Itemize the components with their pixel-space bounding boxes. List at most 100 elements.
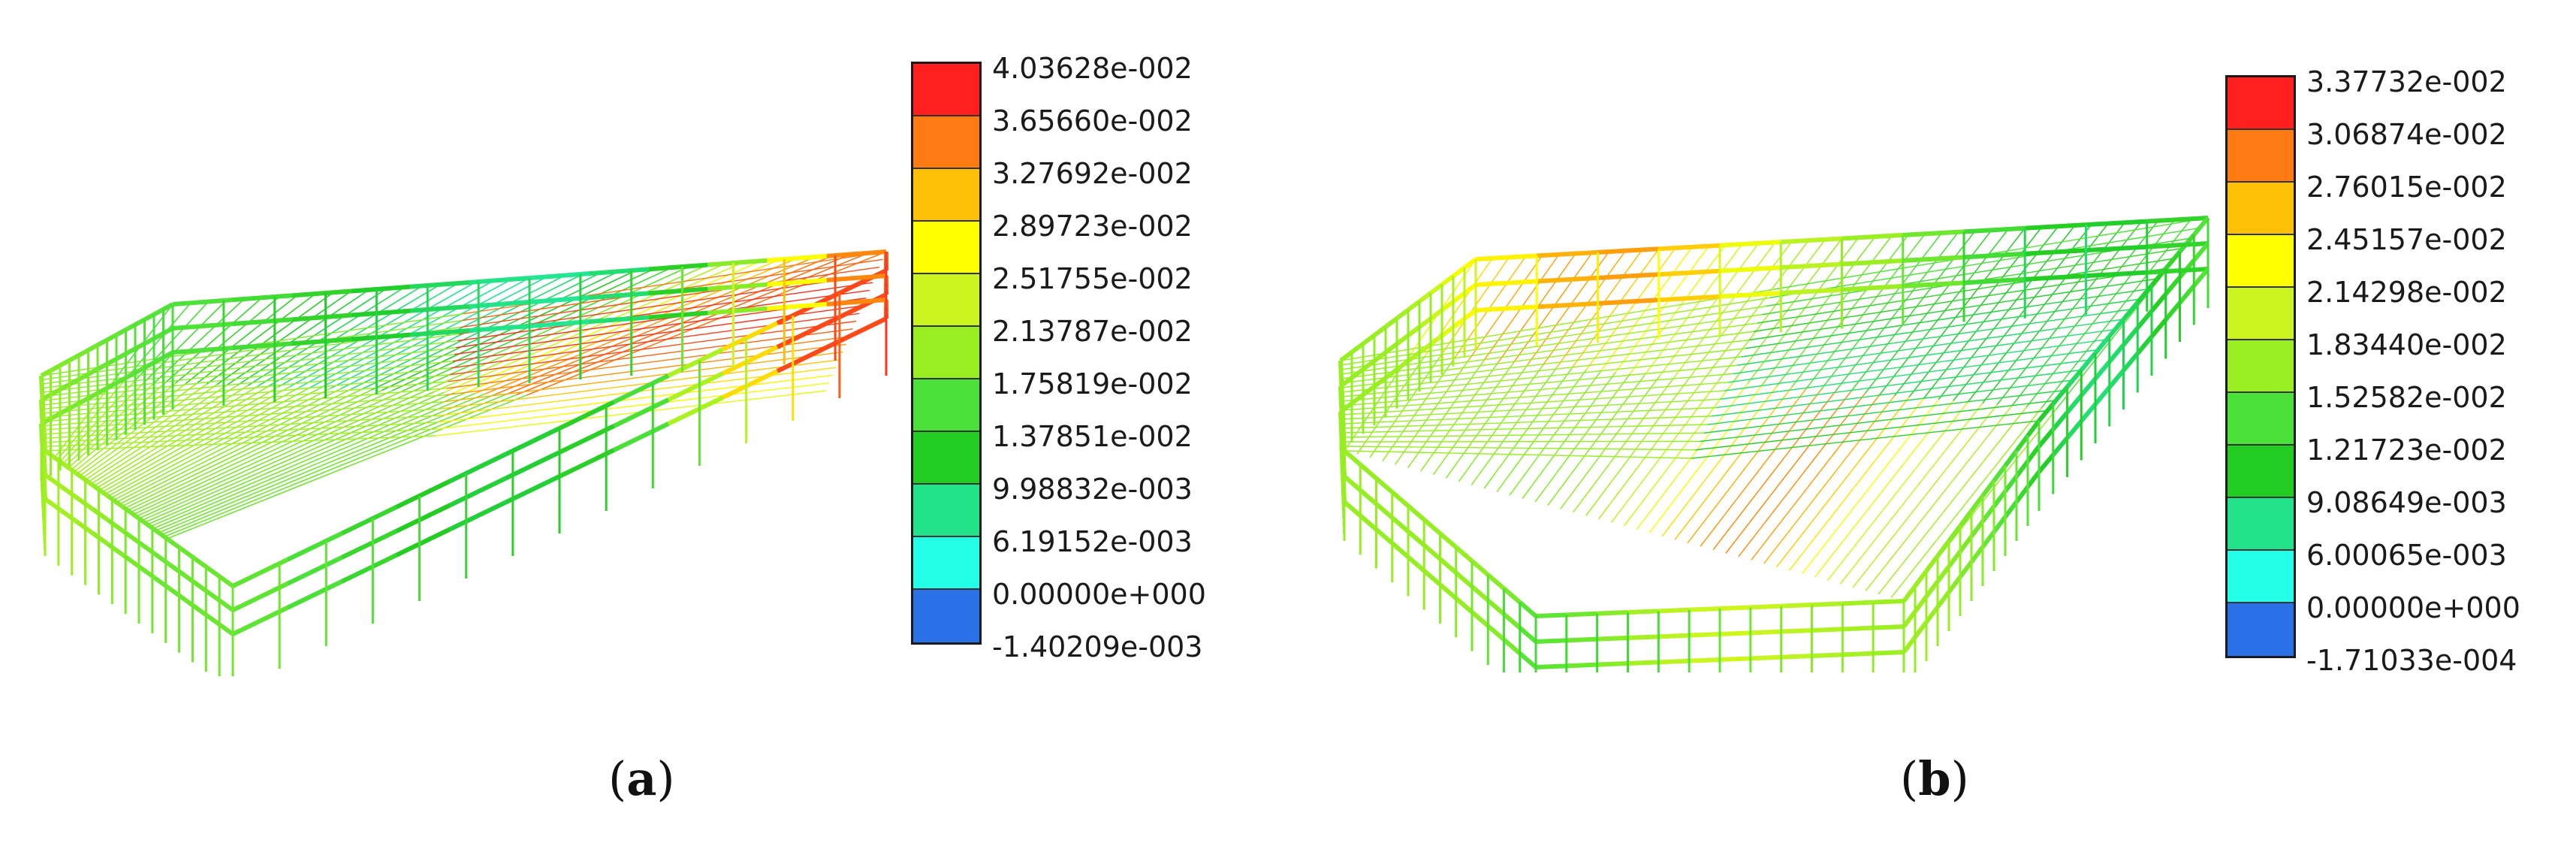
frame-member: [1712, 390, 1836, 551]
floor-beam: [1486, 624, 1506, 642]
floor-beam: [529, 295, 590, 304]
legend-swatch: [913, 537, 979, 590]
frame-member: [1703, 389, 2065, 434]
legend-label: 1.52582e-002: [2306, 381, 2507, 414]
floor-beam: [2079, 377, 2098, 397]
frame-member: [1600, 246, 1693, 372]
structure-model-a: [39, 249, 888, 676]
floor-beam: [200, 561, 219, 577]
floor-beam: [168, 539, 188, 554]
frame-member: [1741, 298, 2141, 358]
frame-member: [1751, 394, 1881, 560]
floor-beam: [1689, 657, 1721, 663]
floor-beam: [1429, 283, 1443, 295]
floor-beam: [1913, 621, 1929, 639]
frame-member: [1703, 240, 1809, 380]
floor-beam: [106, 494, 125, 509]
floor-beam: [1947, 576, 1962, 594]
floor-beam: [1566, 662, 1597, 669]
floor-beam: [137, 516, 156, 532]
floor-beam: [767, 253, 828, 263]
frame-member: [74, 382, 186, 473]
floor-beam: [1902, 636, 1917, 654]
floor-beam: [51, 385, 65, 396]
frame-member: [435, 390, 827, 437]
floor-beam: [83, 391, 98, 402]
frame-member: [1342, 373, 1733, 406]
frame-member: [42, 353, 455, 402]
floor-beam: [1750, 603, 1781, 610]
floor-beam: [1373, 325, 1387, 337]
frame-member: [1718, 239, 1826, 382]
legend-swatch: [2228, 340, 2294, 393]
frame-member: [1661, 385, 1778, 537]
floor-beam: [1969, 545, 1985, 564]
floor-beam: [2164, 276, 2182, 296]
frame-member: [1541, 250, 1627, 367]
floor-beam: [1902, 280, 1965, 289]
legend-swatch: [2228, 498, 2294, 551]
frame-member: [161, 394, 507, 536]
floor-beam: [1947, 524, 1962, 542]
frame-member: [1340, 289, 1775, 361]
frame-member: [43, 374, 450, 414]
floor-beam: [558, 424, 615, 455]
floor-beam: [116, 350, 131, 361]
floor-beam: [2003, 449, 2019, 467]
floor-beam: [95, 337, 108, 349]
floor-beam: [286, 579, 343, 610]
floor-beam: [172, 322, 233, 331]
frame-member: [1343, 398, 1721, 420]
floor-beam: [1454, 545, 1474, 563]
floor-beam: [2107, 343, 2125, 364]
floor-beam: [1418, 342, 1432, 355]
frame-member: [1695, 409, 2048, 451]
floor-beam: [1913, 595, 1929, 613]
floor-beam: [1454, 597, 1474, 614]
frame-member: [164, 297, 263, 383]
frame-member: [237, 288, 388, 386]
floor-beam: [1924, 580, 1940, 598]
floor-beam: [1384, 316, 1398, 329]
floor-beam: [1597, 272, 1659, 280]
legend-colorbar-a: [911, 62, 982, 645]
structure-model-b: [1338, 216, 2210, 672]
frame-member: [104, 386, 300, 495]
floor-beam: [395, 527, 452, 557]
floor-beam: [51, 361, 65, 372]
floor-beam: [116, 374, 131, 385]
floor-beam: [2037, 428, 2056, 448]
floor-beam: [1566, 636, 1597, 643]
floor-beam: [1811, 627, 1843, 633]
floor-beam: [648, 286, 708, 296]
frame-member: [146, 391, 455, 525]
floor-beam: [2014, 485, 2030, 503]
panel-letter-b: b: [1918, 751, 1951, 806]
frame-member: [99, 385, 279, 491]
frame-member: [1344, 432, 1705, 438]
floor-beam: [172, 298, 233, 307]
floor-beam: [648, 310, 708, 320]
floor-beam: [2086, 219, 2147, 228]
floor-beam: [1470, 559, 1490, 577]
legend-swatch: [913, 274, 979, 327]
floor-beam: [1935, 591, 1951, 609]
floor-beam: [1597, 661, 1628, 667]
floor-beam: [1418, 291, 1432, 304]
floor-beam: [2135, 335, 2154, 355]
frame-member: [133, 390, 403, 515]
legend-swatch: [2228, 288, 2294, 340]
frame-member: [1700, 400, 2056, 443]
floor-beam: [1440, 274, 1455, 287]
frame-member: [1745, 288, 2149, 349]
floor-beam: [2025, 273, 2086, 282]
floor-beam: [1902, 585, 1917, 603]
floor-beam: [1537, 249, 1598, 258]
frame-member: [437, 382, 830, 430]
floor-beam: [1719, 291, 1781, 299]
frame-member: [110, 387, 321, 499]
floor-beam: [1535, 638, 1567, 644]
legend-label: 0.00000e+000: [2306, 591, 2520, 624]
floor-beam: [2079, 352, 2098, 372]
floor-beam: [172, 346, 233, 355]
